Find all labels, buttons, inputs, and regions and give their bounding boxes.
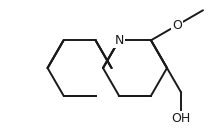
Text: OH: OH bbox=[171, 112, 191, 125]
Text: O: O bbox=[172, 19, 182, 32]
Text: N: N bbox=[114, 34, 124, 47]
